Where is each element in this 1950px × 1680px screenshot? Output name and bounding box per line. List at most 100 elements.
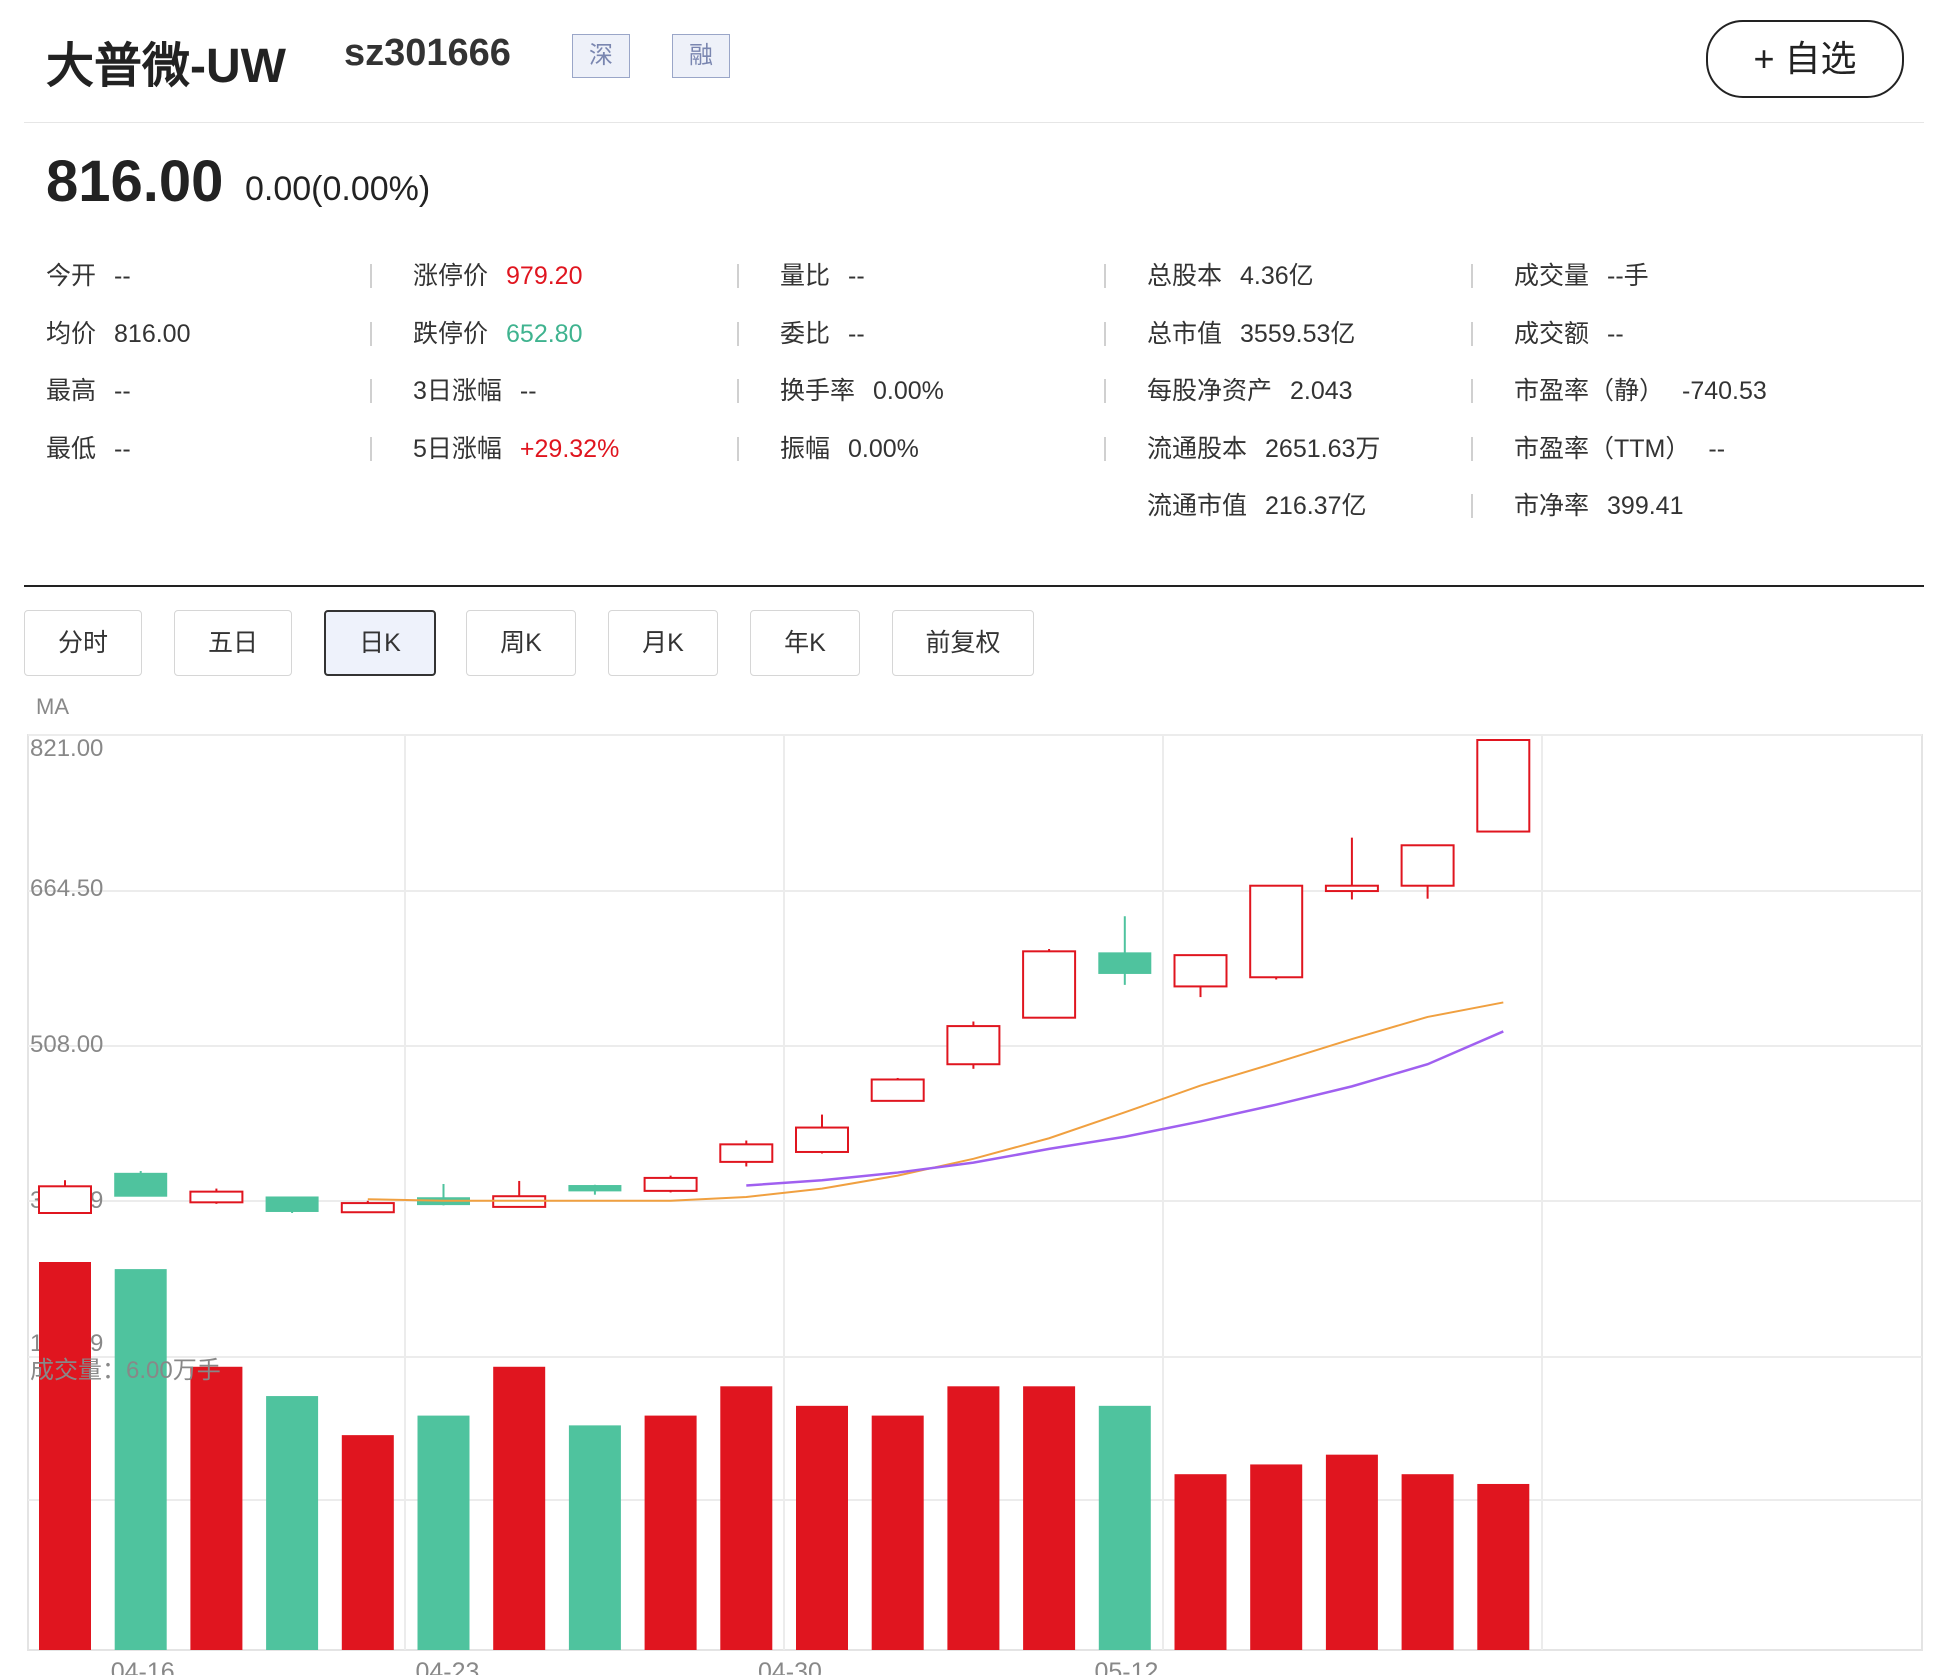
candle-body-up [1022, 950, 1077, 1019]
candlestick [1249, 884, 1304, 980]
candle-body-up [870, 1078, 925, 1102]
candlestick [1324, 837, 1379, 900]
column-separator [1104, 379, 1106, 403]
candle-body-up [1476, 739, 1531, 833]
margin-trading-tag: 融 [672, 34, 730, 78]
stats-column-4: 总股本 4.36亿 总市值 3559.53亿 每股净资产 2.043 流通股本 2651… [1147, 256, 1487, 544]
stat-limit-down: 跌停价 652.80 [413, 319, 583, 348]
column-separator [1104, 322, 1106, 346]
candlestick [568, 1184, 622, 1195]
volume-bars [39, 1262, 1530, 1650]
volume-bar [947, 1386, 1000, 1650]
tab-forward-adjusted[interactable]: 前复权 [892, 610, 1034, 676]
candlestick [719, 1140, 774, 1167]
candlestick [38, 1180, 92, 1215]
tab-intraday[interactable]: 分时 [24, 610, 142, 676]
stat-pe-ttm: 市盈率（TTM） -- [1514, 434, 1726, 463]
candlestick [417, 1184, 470, 1206]
stock-code: sz301666 [344, 32, 511, 74]
volume-bar [114, 1269, 167, 1650]
stat-5day-change: 5日涨幅 +29.32% [413, 434, 620, 463]
stats-column-5: 成交量 --手 成交额 -- 市盈率（静） -740.53 市盈率（TTM） -- 市净… [1514, 256, 1854, 544]
stat-pe-static: 市盈率（静） -740.53 [1514, 377, 1767, 405]
ma-label: MA [36, 694, 69, 719]
candle-body-up [1173, 954, 1228, 988]
volume-bar [190, 1366, 243, 1650]
stat-order-ratio: 委比 -- [780, 319, 865, 348]
column-separator [737, 264, 739, 288]
tab-daily-k[interactable]: 日K [324, 610, 436, 676]
volume-bar [1401, 1474, 1454, 1650]
candlestick [265, 1196, 319, 1213]
candle-body-up [38, 1185, 92, 1215]
volume-bar [39, 1262, 91, 1650]
tab-weekly-k[interactable]: 周K [466, 610, 576, 676]
stat-volume: 成交量 --手 [1514, 262, 1649, 290]
candlestick [492, 1180, 547, 1208]
column-separator [1104, 264, 1106, 288]
add-to-watchlist-button[interactable]: + 自选 [1706, 20, 1904, 98]
candlestick [870, 1077, 925, 1102]
stat-amplitude: 振幅 0.00% [780, 434, 919, 463]
candle-body-up [946, 1025, 1001, 1066]
ma5-line [367, 1001, 1504, 1202]
stats-column-3: 量比 -- 委比 -- 换手率 0.00% 振幅 0.00% [780, 256, 1120, 486]
stat-high: 最高 -- [46, 377, 131, 405]
candle-body-up [340, 1202, 395, 1214]
y-tick-label: 821.00 [30, 735, 103, 762]
candlestick [795, 1114, 849, 1154]
volume-bar [1250, 1464, 1303, 1650]
volume-bar [1325, 1454, 1378, 1650]
column-separator [737, 379, 739, 403]
stat-pb: 市净率 399.41 [1514, 492, 1684, 520]
stock-name: 大普微-UW [46, 40, 286, 93]
candlestick [643, 1175, 698, 1193]
column-separator [370, 322, 372, 346]
column-separator [1471, 437, 1473, 461]
volume-bar [568, 1425, 621, 1650]
candle-body-up [189, 1190, 244, 1204]
stat-float-shares: 流通股本 2651.63万 [1147, 434, 1381, 463]
candlestick [340, 1200, 395, 1214]
candlestick [1173, 954, 1228, 998]
column-separator [370, 264, 372, 288]
current-price: 816.00 [46, 149, 224, 214]
x-tick-label: 04-16 [111, 1658, 175, 1675]
candlestick [1476, 739, 1531, 833]
column-separator [1104, 437, 1106, 461]
volume-bar [341, 1435, 394, 1650]
market-tag-shenzhen: 深 [572, 34, 630, 78]
column-separator [1471, 494, 1473, 518]
stat-volume-ratio: 量比 -- [780, 262, 865, 290]
candlestick [1022, 949, 1077, 1019]
stat-turnover-amount: 成交额 -- [1514, 319, 1624, 348]
column-separator [370, 437, 372, 461]
x-axis-ticks: 04-16 04-23 04-30 05-12 [111, 1658, 1159, 1680]
stat-limit-up: 涨停价 979.20 [413, 262, 583, 290]
stat-turnover: 换手率 0.00% [780, 377, 944, 405]
stat-avg-price: 均价 816.00 [46, 319, 191, 348]
y-tick-label: 664.50 [30, 875, 103, 902]
column-separator [1471, 264, 1473, 288]
stock-header: 大普微-UW sz301666 深 融 + 自选 [24, 0, 1924, 123]
candle-body-down [265, 1196, 319, 1212]
volume-label: 成交量：6.00万手 [30, 1357, 221, 1384]
stat-market-cap: 总市值 3559.53亿 [1147, 319, 1356, 348]
candlestick [114, 1171, 168, 1197]
candlestick [189, 1188, 244, 1204]
stats-column-2: 涨停价 979.20 跌停价 652.80 3日涨幅 -- 5日涨幅 +29.32% [413, 256, 753, 486]
moving-averages [367, 1001, 1504, 1202]
stat-open: 今开 -- [46, 262, 131, 290]
tab-monthly-k[interactable]: 月K [608, 610, 718, 676]
price-change: 0.00(0.00%) [245, 170, 431, 208]
tab-five-day[interactable]: 五日 [174, 610, 292, 676]
y-tick-label: 508.00 [30, 1031, 103, 1058]
volume-bar [1098, 1405, 1151, 1650]
volume-bar [1477, 1483, 1530, 1650]
x-tick-label: 05-12 [1095, 1658, 1159, 1675]
column-separator [737, 437, 739, 461]
volume-bar [417, 1415, 470, 1650]
tab-yearly-k[interactable]: 年K [750, 610, 860, 676]
